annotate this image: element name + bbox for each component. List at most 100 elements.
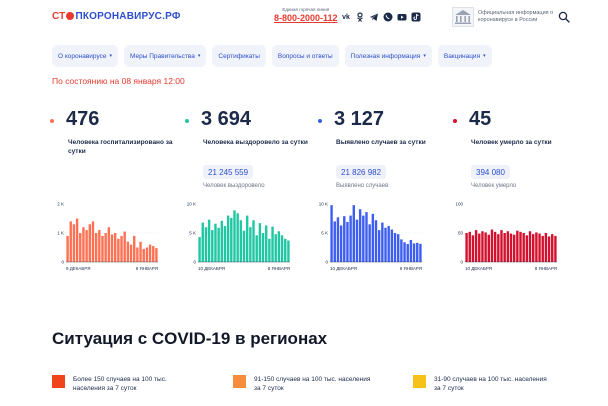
chart-bar[interactable] xyxy=(198,237,201,262)
chart-bar[interactable] xyxy=(377,230,381,262)
chart-bar[interactable] xyxy=(145,247,149,263)
chart-bar[interactable] xyxy=(497,234,500,262)
chart-bar[interactable] xyxy=(280,235,284,262)
chart-bar[interactable] xyxy=(242,230,246,262)
chart-bar[interactable] xyxy=(339,225,343,262)
chart-bar[interactable] xyxy=(547,236,551,262)
nav-item-faq[interactable]: Вопросы и ответы xyxy=(271,45,339,67)
chart-bar[interactable] xyxy=(236,213,239,262)
chart-bar[interactable] xyxy=(277,231,281,262)
chart-bar[interactable] xyxy=(522,233,525,262)
chart-bar[interactable] xyxy=(478,233,481,262)
chart-bar[interactable] xyxy=(509,233,513,262)
chart-bar[interactable] xyxy=(416,242,419,262)
chart-bar[interactable] xyxy=(358,209,362,262)
chart-bar[interactable] xyxy=(69,221,72,262)
youtube-icon[interactable] xyxy=(397,12,407,22)
chart-bar[interactable] xyxy=(468,231,471,262)
chart-bar[interactable] xyxy=(201,222,204,262)
chart-bar[interactable] xyxy=(528,231,532,262)
chart-bar[interactable] xyxy=(284,238,287,262)
chart-bar[interactable] xyxy=(500,230,503,262)
chart-bar[interactable] xyxy=(82,227,85,262)
chart-bar[interactable] xyxy=(148,244,152,262)
chart-bar[interactable] xyxy=(519,231,522,262)
chart-bar[interactable] xyxy=(79,233,82,262)
chart-bar[interactable] xyxy=(142,248,145,262)
chart-bar[interactable] xyxy=(330,205,333,262)
chart-bar[interactable] xyxy=(94,233,98,262)
chart-bar[interactable] xyxy=(211,230,214,262)
chart-bar[interactable] xyxy=(287,240,290,262)
chart-bar[interactable] xyxy=(352,205,355,262)
chart-bar[interactable] xyxy=(217,227,220,262)
chart-bar[interactable] xyxy=(412,243,416,262)
chart-bar[interactable] xyxy=(129,244,133,262)
official-info[interactable]: Официальная информация о коронавирусе в … xyxy=(452,7,564,27)
chart-bar[interactable] xyxy=(85,230,88,262)
chart-bar[interactable] xyxy=(223,226,227,262)
chart-bar[interactable] xyxy=(355,219,359,262)
chart-bar[interactable] xyxy=(245,215,249,262)
chart-bar[interactable] xyxy=(274,234,277,262)
chart-bar[interactable] xyxy=(544,233,548,262)
chart-bar[interactable] xyxy=(406,244,409,262)
chart-bar[interactable] xyxy=(403,242,406,262)
chart-bar[interactable] xyxy=(371,213,375,262)
chart-bar[interactable] xyxy=(554,235,557,262)
chart-bar[interactable] xyxy=(261,233,265,262)
chart-bar[interactable] xyxy=(346,221,349,262)
chart-bar[interactable] xyxy=(535,232,538,262)
chart-bar[interactable] xyxy=(226,215,230,262)
chart-bar[interactable] xyxy=(512,234,516,262)
chart-bar[interactable] xyxy=(66,235,69,262)
chart-bar[interactable] xyxy=(349,215,352,262)
chart-bar[interactable] xyxy=(362,215,365,262)
chart-bar[interactable] xyxy=(249,227,252,262)
chart-bar[interactable] xyxy=(126,241,130,262)
chart-bar[interactable] xyxy=(365,212,368,262)
nav-item-government-measures[interactable]: Меры Правительства ▾ xyxy=(124,45,207,67)
chart-bar[interactable] xyxy=(393,233,397,262)
nav-item-certificates[interactable]: Сертификаты xyxy=(212,45,266,67)
chart-bar[interactable] xyxy=(155,248,158,262)
chart-bar[interactable] xyxy=(490,229,494,262)
chart-bar[interactable] xyxy=(214,223,217,262)
chart-bar[interactable] xyxy=(220,220,223,262)
chart-bar[interactable] xyxy=(252,220,255,262)
chart-bar[interactable] xyxy=(551,234,554,262)
chart-bar[interactable] xyxy=(390,229,394,262)
chart-bar[interactable] xyxy=(381,222,384,262)
chart-bar[interactable] xyxy=(400,239,403,262)
chart-bar[interactable] xyxy=(101,235,104,262)
nav-item-vaccination[interactable]: Вакцинация ▾ xyxy=(437,45,492,67)
chart-bar[interactable] xyxy=(481,231,484,262)
chart-bar[interactable] xyxy=(516,230,519,262)
chart-bar[interactable] xyxy=(397,234,400,262)
chart-bar[interactable] xyxy=(75,218,79,263)
chart-bar[interactable] xyxy=(207,219,211,262)
telegram-icon[interactable] xyxy=(369,12,379,22)
chart-bar[interactable] xyxy=(374,220,378,262)
chart-bar[interactable] xyxy=(333,221,336,262)
chart-bar[interactable] xyxy=(474,230,478,262)
tiktok-icon[interactable] xyxy=(411,12,421,22)
chart-bar[interactable] xyxy=(541,235,544,262)
chart-bar[interactable] xyxy=(110,234,114,262)
chart-bar[interactable] xyxy=(265,225,268,262)
chart-bar[interactable] xyxy=(538,233,541,262)
chart-bar[interactable] xyxy=(88,224,91,262)
chart-bar[interactable] xyxy=(107,227,111,262)
nav-item-about-coronavirus[interactable]: О коронавирусе ▾ xyxy=(52,45,119,67)
chart-bar[interactable] xyxy=(133,235,136,262)
chart-bar[interactable] xyxy=(104,233,107,262)
chart-bar[interactable] xyxy=(487,234,490,262)
chart-bar[interactable] xyxy=(258,223,262,262)
nav-item-useful-info[interactable]: Полезная информация ▾ xyxy=(344,45,432,67)
chart-bar[interactable] xyxy=(493,231,497,262)
viber-icon[interactable] xyxy=(383,12,393,22)
chart-bar[interactable] xyxy=(384,227,387,262)
chart-bar[interactable] xyxy=(336,217,340,262)
chart-bar[interactable] xyxy=(139,241,142,262)
chart-bar[interactable] xyxy=(387,226,390,262)
